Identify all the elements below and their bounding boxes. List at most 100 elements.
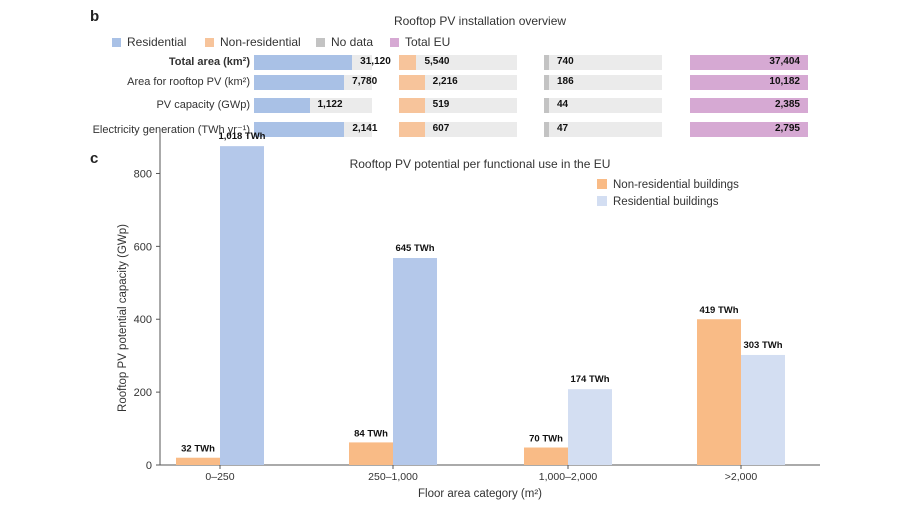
legend-swatch	[597, 196, 607, 206]
table-cell-value: 2,795	[774, 123, 800, 134]
bar-label-non-residential: 70 TWh	[529, 434, 563, 445]
table-cell-bar	[254, 55, 353, 70]
y-tick-label: 200	[134, 387, 152, 399]
table-cell-bar	[399, 122, 425, 137]
table-cell-bar	[690, 98, 808, 113]
legend-swatch	[112, 37, 121, 47]
bar-residential	[393, 258, 437, 465]
table-cell-value: 607	[432, 123, 450, 134]
table-cell-bar	[254, 98, 310, 113]
bar-label-non-residential: 32 TWh	[181, 444, 215, 455]
table-cell: 37,404	[690, 55, 808, 70]
chart-title: Rooftop PV potential per functional use …	[349, 157, 611, 171]
table-cell-value: 2,216	[432, 76, 458, 87]
bar-residential	[568, 389, 612, 465]
bar-non-residential	[349, 442, 393, 465]
table-cell: 2,795	[690, 122, 808, 137]
table-cell: 47	[544, 122, 662, 137]
bar-non-residential	[524, 447, 568, 465]
y-tick-label: 400	[134, 314, 152, 326]
bar-label-non-residential: 84 TWh	[354, 428, 388, 439]
table-row-label: PV capacity (GWp)	[156, 99, 250, 111]
x-tick-label: >2,000	[725, 471, 758, 483]
table-cell: 519	[399, 98, 517, 113]
bar-residential	[741, 354, 785, 465]
bar-label-residential: 645 TWh	[395, 243, 434, 254]
table-cell-value: 740	[557, 56, 574, 67]
legend-label: No data	[331, 35, 374, 49]
table-cell: 31,120	[254, 55, 391, 70]
table-cell-value: 47	[557, 123, 569, 134]
table-cell-bar	[399, 98, 425, 113]
legend-label: Non-residential	[220, 35, 301, 49]
bar-label-non-residential: 419 TWh	[699, 305, 738, 316]
bar-non-residential	[176, 457, 220, 465]
table-cell: 186	[544, 75, 662, 90]
table-cell-value: 2,141	[352, 123, 378, 134]
table-cell-value: 2,385	[774, 99, 800, 110]
bar-label-residential: 1,018 TWh	[219, 131, 266, 142]
table-cell-bar	[544, 122, 549, 137]
y-tick-label: 0	[146, 460, 152, 472]
y-tick-label: 600	[134, 241, 152, 253]
legend-label: Non-residential buildings	[613, 179, 739, 191]
table-cell-value: 37,404	[769, 56, 800, 67]
bar-residential	[220, 146, 264, 465]
panel-c-letter: c	[90, 150, 99, 167]
table-cell: 1,122	[254, 98, 372, 113]
x-tick-label: 0–250	[205, 471, 234, 483]
bar-label-residential: 303 TWh	[743, 340, 782, 351]
table-cell-bar	[399, 75, 425, 90]
table-cell: 5,540	[399, 55, 517, 70]
panel-b-title: Rooftop PV installation overview	[393, 14, 567, 28]
legend-item-total-eu: Total EU	[390, 35, 450, 49]
table-cell-bar	[399, 55, 417, 70]
table-cell-value: 10,182	[769, 76, 800, 87]
table-cell-value: 44	[557, 99, 569, 110]
legend-item-no-data: No data	[316, 35, 373, 49]
table-cell-value: 519	[432, 99, 450, 110]
table-row-label: Total area (km²)	[168, 56, 250, 68]
legend-item-residential: Residential	[112, 35, 186, 49]
table-cell: 2,216	[399, 75, 517, 90]
table-cell: 2,385	[690, 98, 808, 113]
legend-swatch	[597, 179, 607, 189]
y-axis-label: Rooftop PV potential capacity (GWp)	[117, 224, 129, 412]
table-cell-bar	[690, 75, 808, 90]
table-row-label: Area for rooftop PV (km²)	[127, 76, 250, 88]
table-cell-bar	[254, 75, 345, 90]
legend-label: Total EU	[405, 35, 451, 49]
table-cell-bar	[254, 122, 345, 137]
table-cell-value: 5,540	[424, 56, 450, 67]
table-cell: 44	[544, 98, 662, 113]
x-axis-label: Floor area category (m²)	[418, 488, 542, 500]
panel-b-letter: b	[90, 8, 100, 25]
legend-swatch	[205, 37, 214, 47]
bar-label-residential: 174 TWh	[570, 374, 609, 385]
table-cell-value: 1,122	[317, 99, 343, 110]
table-cell-bar	[544, 75, 549, 90]
table-cell-bar	[544, 55, 549, 70]
table-cell-value: 31,120	[360, 56, 391, 67]
bar-non-residential	[697, 319, 741, 465]
table-cell: 740	[544, 55, 662, 70]
table-cell-bar	[544, 98, 549, 113]
legend-swatch	[316, 37, 325, 47]
table-cell-bar	[690, 122, 808, 137]
table-cell-value: 7,780	[352, 76, 378, 87]
table-cell-bar	[690, 55, 808, 70]
legend-item-non-residential: Non-residential	[205, 35, 301, 49]
table-cell: 607	[399, 122, 517, 137]
x-tick-label: 250–1,000	[368, 471, 418, 483]
y-tick-label: 800	[134, 168, 152, 180]
table-row-label: Electricity generation (TWh yr⁻¹)	[92, 124, 250, 136]
legend-swatch	[390, 37, 399, 47]
legend-label: Residential buildings	[613, 196, 719, 208]
table-cell: 2,141	[254, 122, 377, 137]
table-cell-value: 186	[557, 76, 574, 87]
table-cell: 7,780	[254, 75, 377, 90]
table-cell: 10,182	[690, 75, 808, 90]
legend-label: Residential	[127, 35, 187, 49]
x-tick-label: 1,000–2,000	[539, 471, 598, 483]
